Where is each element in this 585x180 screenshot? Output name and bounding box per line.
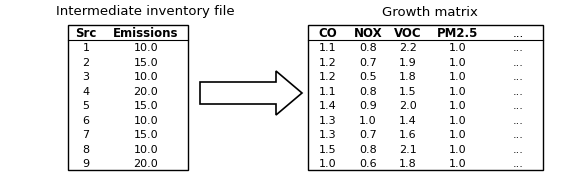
Text: 10.0: 10.0 [134,43,159,53]
Text: 1.0: 1.0 [319,159,337,169]
Text: 8: 8 [82,145,90,155]
Text: 0.7: 0.7 [359,130,377,140]
Text: 5: 5 [82,101,90,111]
Text: ...: ... [512,58,524,68]
Text: VOC: VOC [394,27,422,40]
Text: 10.0: 10.0 [134,116,159,126]
Text: 0.6: 0.6 [359,159,377,169]
Text: 3: 3 [82,72,90,82]
Text: 1.1: 1.1 [319,87,337,97]
Text: 20.0: 20.0 [133,87,159,97]
Text: 1.0: 1.0 [449,87,467,97]
Text: 1.0: 1.0 [449,116,467,126]
Text: 4: 4 [82,87,90,97]
Text: 1.8: 1.8 [399,159,417,169]
Text: 15.0: 15.0 [134,130,159,140]
Text: 1.0: 1.0 [449,72,467,82]
Text: 1.0: 1.0 [359,116,377,126]
Text: 1.5: 1.5 [319,145,337,155]
Text: 1.4: 1.4 [399,116,417,126]
Text: 0.7: 0.7 [359,58,377,68]
Text: 1: 1 [82,43,90,53]
Text: 1.3: 1.3 [319,116,337,126]
Text: ...: ... [512,101,524,111]
Text: 2.2: 2.2 [399,43,417,53]
Text: 1.2: 1.2 [319,72,337,82]
Text: 2.0: 2.0 [399,101,417,111]
Text: 2: 2 [82,58,90,68]
Text: 6: 6 [82,116,90,126]
Text: NOX: NOX [354,27,383,40]
Text: 1.0: 1.0 [449,43,467,53]
Text: 1.4: 1.4 [319,101,337,111]
Text: PM2.5: PM2.5 [438,27,479,40]
Text: ...: ... [512,27,524,40]
Text: 20.0: 20.0 [133,159,159,169]
Text: 1.0: 1.0 [449,159,467,169]
Text: 1.0: 1.0 [449,58,467,68]
Text: 0.8: 0.8 [359,87,377,97]
Text: ...: ... [512,159,524,169]
Text: ...: ... [512,130,524,140]
Text: 1.0: 1.0 [449,101,467,111]
Text: 10.0: 10.0 [134,72,159,82]
Text: CO: CO [319,27,338,40]
Text: 1.6: 1.6 [399,130,417,140]
Text: 0.9: 0.9 [359,101,377,111]
Text: 0.5: 0.5 [359,72,377,82]
Text: Emissions: Emissions [113,27,179,40]
Text: 1.0: 1.0 [449,145,467,155]
Text: ...: ... [512,87,524,97]
Text: Intermediate inventory file: Intermediate inventory file [56,6,235,19]
Text: 0.8: 0.8 [359,43,377,53]
Text: 9: 9 [82,159,90,169]
Text: 1.3: 1.3 [319,130,337,140]
FancyArrow shape [200,71,302,115]
Text: 15.0: 15.0 [134,58,159,68]
Text: 2.1: 2.1 [399,145,417,155]
Text: ...: ... [512,116,524,126]
Text: 7: 7 [82,130,90,140]
Text: 1.2: 1.2 [319,58,337,68]
Text: Src: Src [75,27,97,40]
Text: 1.1: 1.1 [319,43,337,53]
Text: 15.0: 15.0 [134,101,159,111]
Bar [68,25,188,170]
Text: ...: ... [512,43,524,53]
Text: 1.9: 1.9 [399,58,417,68]
Text: Growth matrix: Growth matrix [382,6,478,19]
Text: 1.8: 1.8 [399,72,417,82]
Text: 1.0: 1.0 [449,130,467,140]
Text: ...: ... [512,145,524,155]
Text: 0.8: 0.8 [359,145,377,155]
Bar [308,25,543,170]
Text: 1.5: 1.5 [399,87,417,97]
Text: 10.0: 10.0 [134,145,159,155]
Text: ...: ... [512,72,524,82]
